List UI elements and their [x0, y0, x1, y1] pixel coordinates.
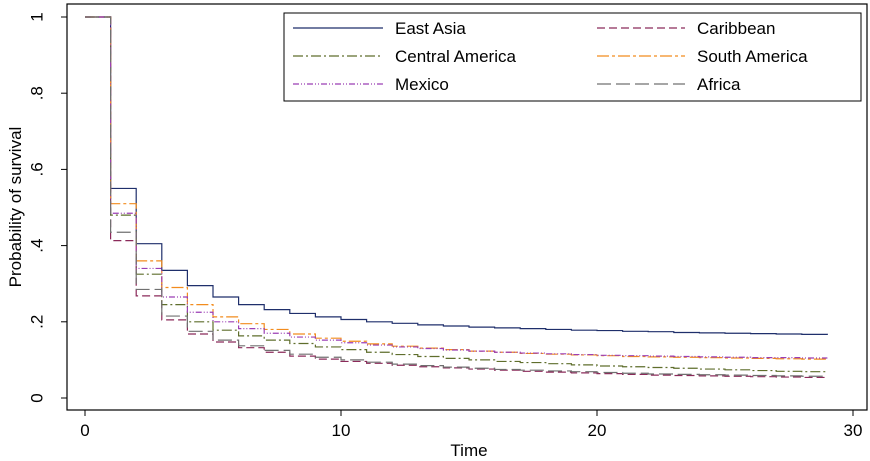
legend-label: Africa: [697, 75, 741, 94]
series-line-east-asia: [85, 16, 828, 335]
series-line-central-america: [85, 16, 828, 373]
x-tick-label: 0: [80, 421, 89, 440]
y-tick-label: .2: [27, 315, 46, 329]
legend-label: Central America: [395, 47, 516, 66]
legend-label: Caribbean: [697, 19, 775, 38]
y-tick-label: 1: [27, 12, 46, 21]
y-axis-label: Probability of survival: [6, 127, 25, 288]
series-line-mexico: [85, 16, 828, 359]
y-tick-label: .4: [27, 239, 46, 253]
legend: East Asia Central America Mexico Caribbean S…: [283, 12, 862, 102]
x-tick-label: 10: [332, 421, 351, 440]
x-axis-label: Time: [450, 441, 487, 460]
plot-frame: [66, 3, 868, 411]
series-line-africa: [85, 16, 828, 377]
plot-area: [85, 16, 828, 379]
legend-label: South America: [697, 47, 808, 66]
y-tick-label: .8: [27, 86, 46, 100]
legend-label: Mexico: [395, 75, 449, 94]
y-tick-label: 0: [27, 393, 46, 402]
y-tick-label: .6: [27, 162, 46, 176]
x-tick-label: 30: [844, 421, 863, 440]
legend-label: East Asia: [395, 19, 466, 38]
x-tick-label: 20: [588, 421, 607, 440]
